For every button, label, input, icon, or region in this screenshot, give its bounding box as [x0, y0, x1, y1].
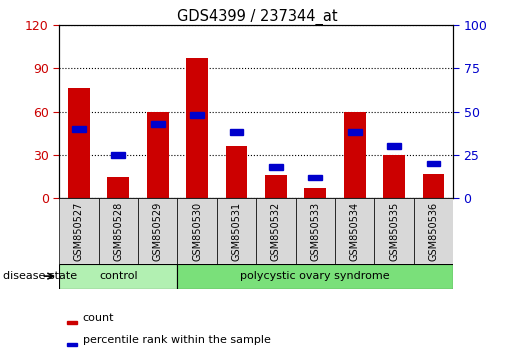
Text: polycystic ovary syndrome: polycystic ovary syndrome [241, 271, 390, 281]
Text: percentile rank within the sample: percentile rank within the sample [83, 335, 271, 346]
Text: count: count [83, 313, 114, 323]
Bar [177, 198, 217, 264]
Bar [414, 198, 453, 264]
Text: control: control [99, 271, 138, 281]
Bar [296, 198, 335, 264]
Bar [308, 175, 322, 180]
Text: GSM850531: GSM850531 [232, 201, 242, 261]
Bar [256, 198, 296, 264]
Text: GSM850527: GSM850527 [74, 201, 84, 261]
Text: GSM850534: GSM850534 [350, 201, 359, 261]
Bar [190, 112, 204, 118]
Text: GSM850535: GSM850535 [389, 201, 399, 261]
Bar [374, 198, 414, 264]
Bar [423, 174, 444, 198]
Bar [72, 126, 86, 132]
Bar [217, 198, 256, 264]
Bar [230, 130, 244, 135]
Bar [111, 152, 125, 158]
Bar [151, 121, 165, 126]
Bar [265, 175, 287, 198]
Bar [335, 198, 374, 264]
Bar [108, 177, 129, 198]
Text: GSM850528: GSM850528 [113, 201, 123, 261]
Bar [269, 164, 283, 170]
Text: GSM850532: GSM850532 [271, 201, 281, 261]
Text: GSM850533: GSM850533 [311, 201, 320, 261]
Text: GSM850536: GSM850536 [428, 201, 438, 261]
Bar [348, 130, 362, 135]
Bar [59, 198, 99, 264]
Bar [226, 146, 247, 198]
Bar [344, 112, 366, 198]
Bar [383, 155, 405, 198]
Bar [177, 264, 453, 289]
Bar [138, 198, 177, 264]
Bar [59, 264, 177, 289]
Text: disease state: disease state [3, 271, 77, 281]
Bar [304, 188, 326, 198]
Bar [68, 88, 90, 198]
Bar [147, 112, 168, 198]
Bar [67, 321, 77, 324]
Text: GSM850530: GSM850530 [192, 201, 202, 261]
Bar [99, 198, 138, 264]
Bar [67, 343, 77, 346]
Bar [387, 143, 401, 149]
Text: GDS4399 / 237344_at: GDS4399 / 237344_at [177, 9, 338, 25]
Bar [186, 58, 208, 198]
Text: GSM850529: GSM850529 [153, 201, 163, 261]
Bar [426, 161, 440, 166]
